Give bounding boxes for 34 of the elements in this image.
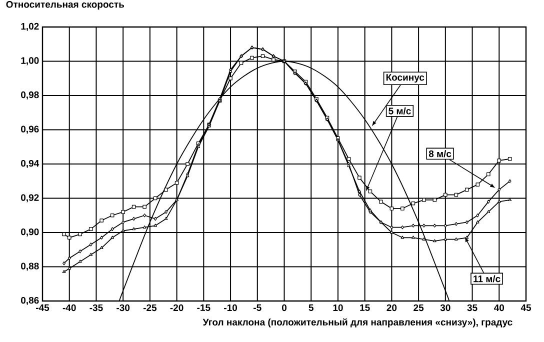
x-tick-label: 5 (308, 304, 314, 311)
y-tick-label: 1,02 (21, 22, 39, 32)
y-tick-label: 0,86 (21, 296, 39, 306)
x-tick-label: -40 (62, 304, 76, 312)
x-tick-label: -45 (36, 304, 50, 311)
text: Косинус (386, 74, 424, 83)
y-tick-label: 0,98 (21, 91, 39, 100)
y-axis-title: Относительная скорость (6, 1, 124, 10)
x-tick-label: 15 (360, 304, 370, 311)
y-tick-label: 0,92 (21, 194, 39, 202)
x-tick-label: 0 (282, 304, 286, 312)
x-axis-title: Угол наклона (положительный для направления «снизу»), градус (202, 318, 512, 328)
y-tick-label: 0,96 (21, 126, 39, 134)
text: 5 м/с (388, 107, 411, 114)
x-tick-label: -5 (254, 304, 262, 311)
x-tick-label: 45 (520, 304, 532, 311)
y-tick-label: 0,88 (21, 262, 39, 271)
x-tick-label: -10 (224, 304, 237, 312)
x-tick-label: -15 (197, 304, 210, 311)
x-tick-label: 20 (386, 304, 397, 312)
text: 11 м/с (474, 275, 500, 282)
y-tick-label: 0,90 (21, 228, 39, 237)
x-tick-label: 10 (333, 304, 343, 312)
x-tick-label: -25 (143, 304, 157, 312)
x-tick-label: -20 (170, 304, 184, 312)
x-tick-label: 40 (494, 304, 504, 312)
x-tick-label: 30 (440, 304, 450, 312)
x-tick-label: 25 (414, 304, 424, 312)
text: 8 м/с (428, 150, 452, 158)
y-tick-label: 1,00 (21, 57, 39, 66)
x-tick-label: 35 (467, 304, 478, 312)
x-tick-label: -35 (90, 304, 103, 312)
x-tick-label: -30 (116, 304, 130, 312)
y-tick-label: 0,94 (21, 160, 40, 168)
